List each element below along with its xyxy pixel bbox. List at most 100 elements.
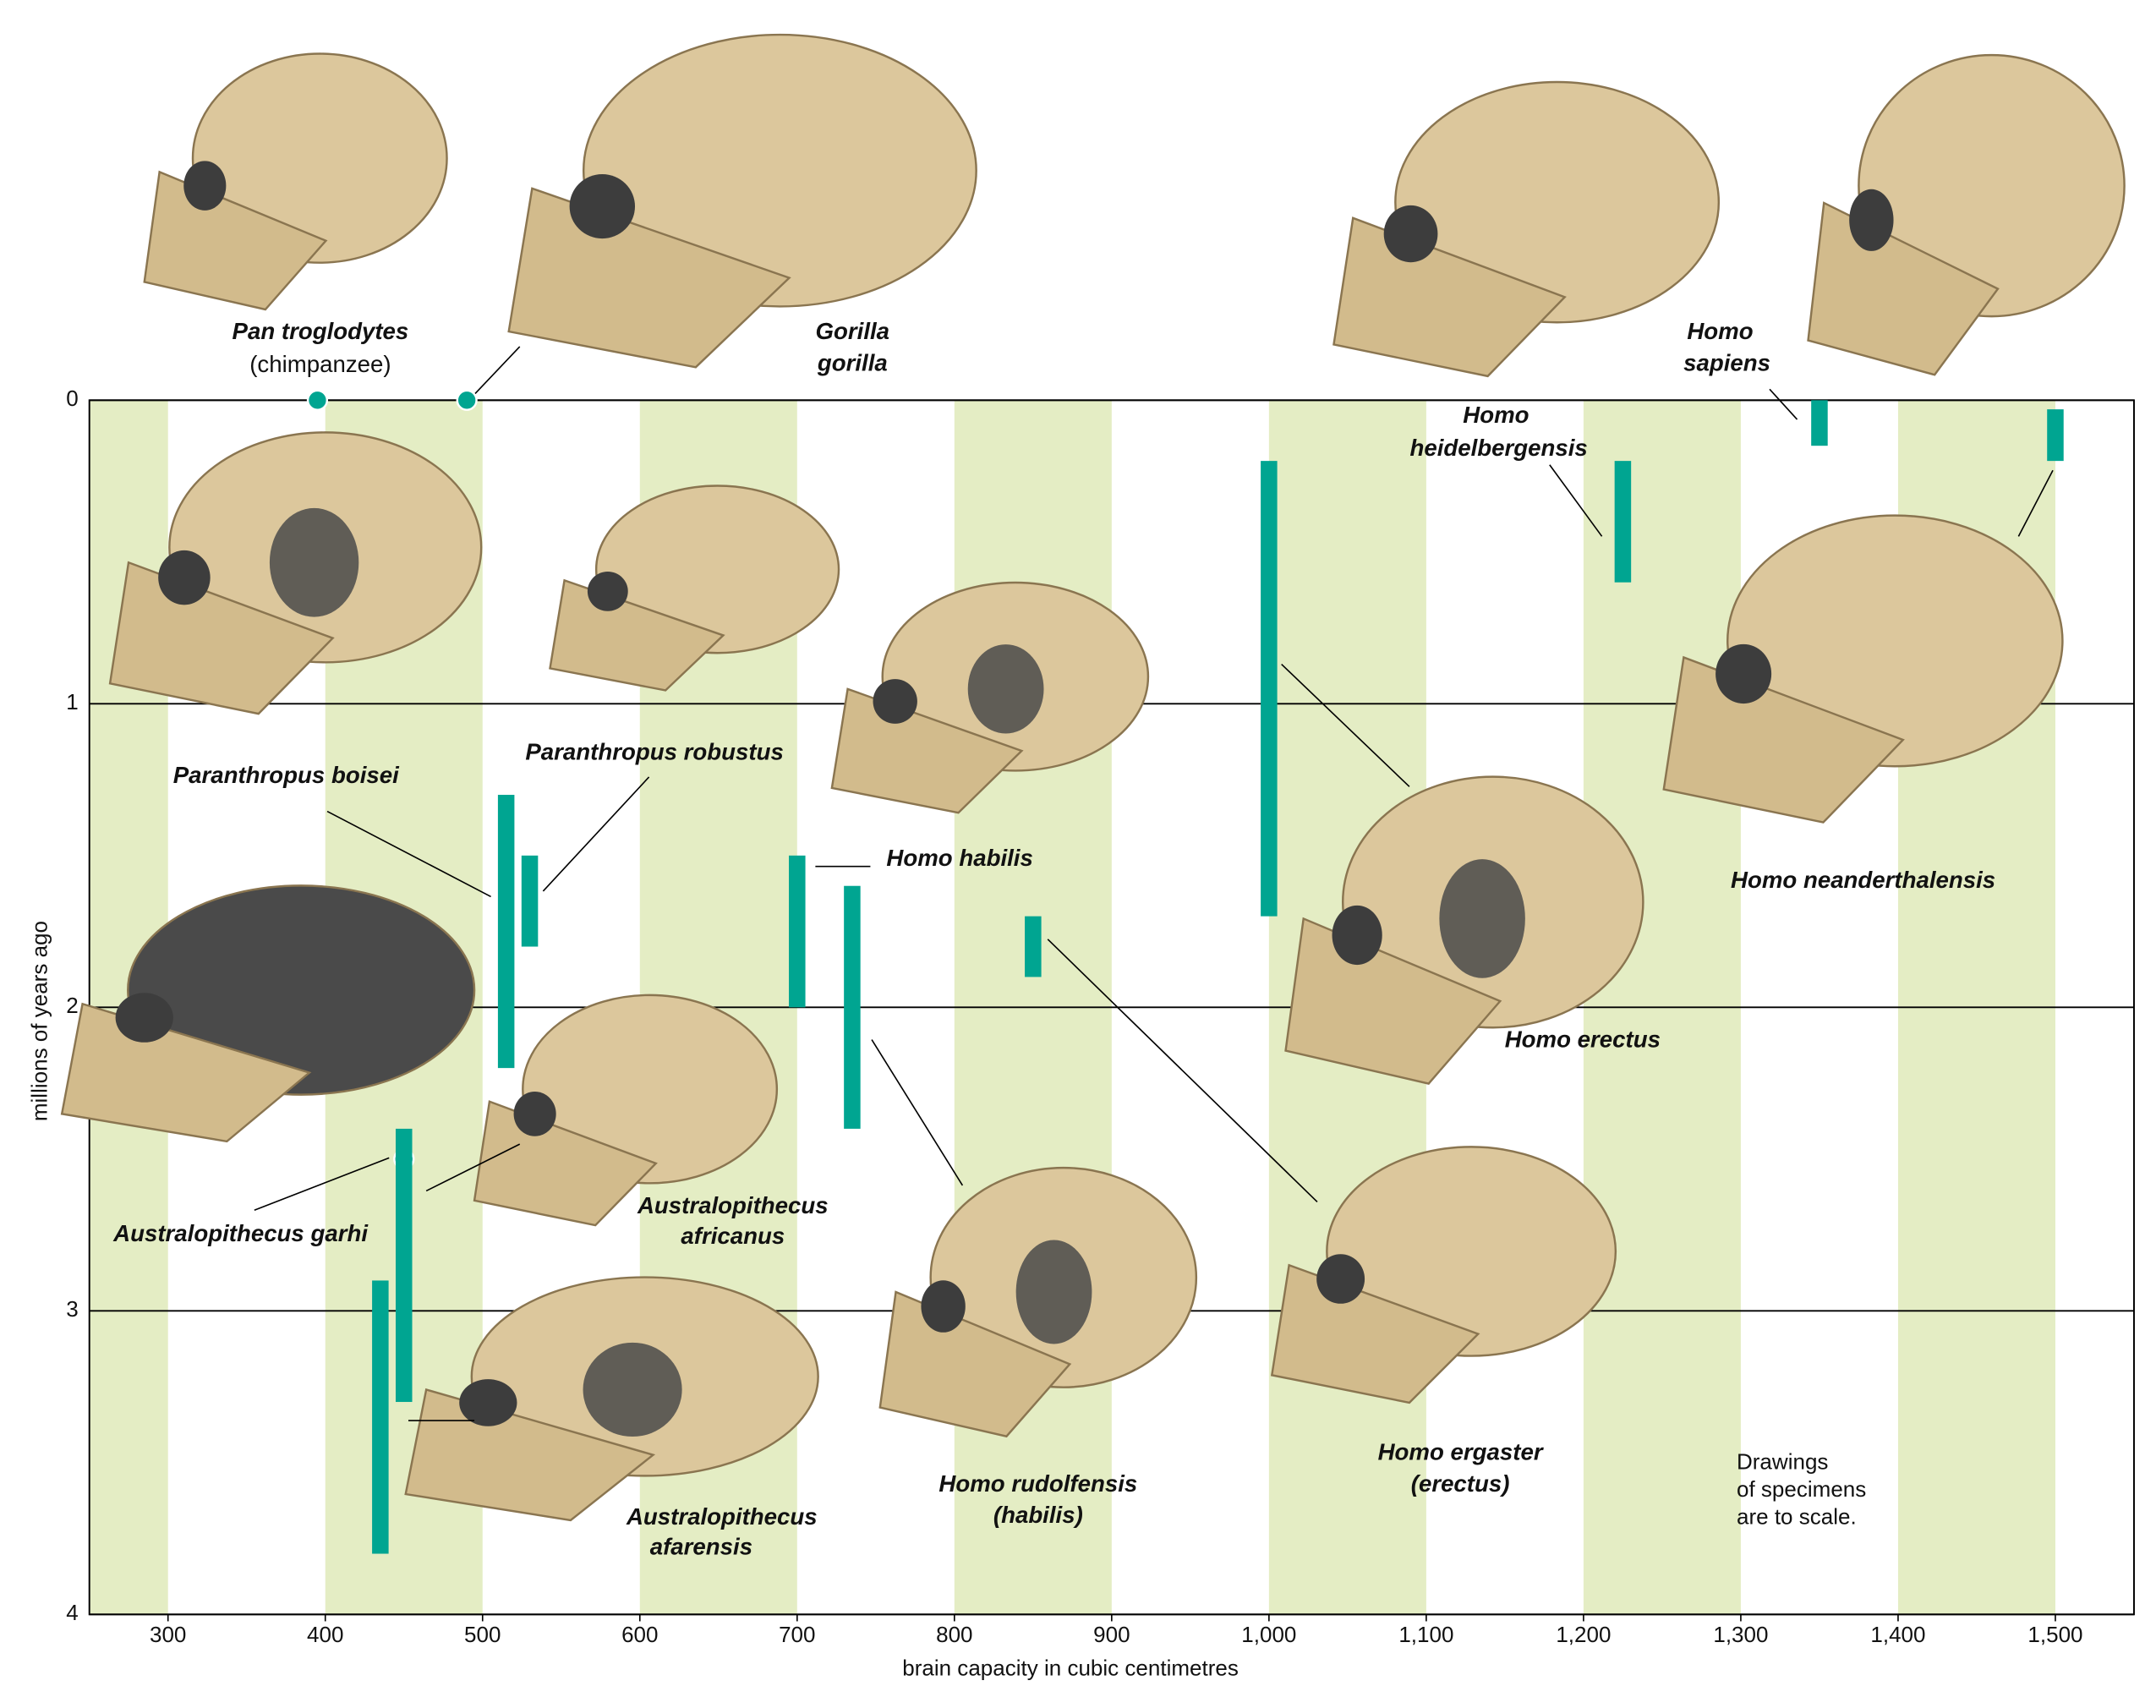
leader-line (1769, 388, 1798, 420)
face (1807, 201, 2000, 376)
x-tick-label: 900 (1093, 1622, 1130, 1647)
reconstruction (967, 644, 1044, 734)
range-bar (497, 795, 515, 1069)
range-bar (1811, 400, 1828, 446)
face (108, 561, 335, 715)
leader-line (2017, 469, 2054, 537)
cranium (1326, 1146, 1617, 1357)
leader-line (1549, 464, 1603, 537)
species-label: Homo neanderthalensis (1731, 867, 1995, 893)
face (549, 578, 725, 692)
note: are to scale. (1737, 1503, 1857, 1529)
cranium (1726, 514, 2064, 768)
point (306, 389, 329, 411)
note: Drawings (1737, 1448, 1828, 1474)
x-tick-label: 500 (464, 1622, 501, 1647)
skull-drawing (473, 994, 779, 1227)
skull-drawing (143, 52, 448, 311)
leader-line (871, 1039, 964, 1186)
species-label: Australopithecus (637, 1192, 829, 1218)
orbit (587, 571, 628, 611)
face (1284, 917, 1502, 1085)
skull-drawing (878, 1166, 1198, 1438)
face (507, 187, 791, 369)
cranium (1394, 80, 1721, 324)
y-tick-label: 0 (66, 386, 78, 411)
leader-line (326, 810, 491, 898)
orbit (513, 1092, 556, 1136)
leader-line (254, 1157, 390, 1211)
range-bar (2047, 409, 2064, 462)
orbit (115, 993, 173, 1043)
face (404, 1388, 656, 1522)
x-tick-label: 1,500 (2027, 1622, 2082, 1647)
x-tick-label: 1,400 (1870, 1622, 1925, 1647)
species-label: Homo (1463, 402, 1529, 428)
skull-drawing (404, 1276, 819, 1522)
x-tick-label: 1,100 (1398, 1622, 1453, 1647)
orbit (1332, 905, 1382, 966)
orbit (1715, 643, 1772, 704)
skull-drawing (549, 484, 840, 692)
leader-line (542, 776, 650, 892)
range-bar (1614, 461, 1632, 583)
species-label: Homo erectus (1505, 1026, 1661, 1052)
orbit (873, 679, 917, 724)
range-bar (395, 1128, 413, 1403)
leader-line (1047, 939, 1318, 1203)
point (456, 389, 478, 411)
y-tick-label: 3 (66, 1296, 78, 1322)
skull-drawing (1332, 80, 1721, 378)
skull-drawing (830, 581, 1150, 814)
reconstruction (269, 507, 359, 617)
skull-drawing (1270, 1146, 1617, 1404)
skull-drawing (507, 33, 977, 369)
species-label: Australopithecus (626, 1503, 818, 1530)
x-tick-label: 300 (150, 1622, 186, 1647)
species-label: sapiens (1683, 349, 1770, 375)
skull-drawing (60, 884, 476, 1143)
x-axis-title: brain capacity in cubic centimetres (902, 1655, 1239, 1680)
skull-drawing (1807, 53, 2126, 376)
leader-line (1281, 663, 1410, 787)
species-label: (erectus) (1411, 1470, 1510, 1497)
range-bar (789, 855, 806, 1008)
y-tick-label: 2 (66, 993, 78, 1018)
species-label: Gorilla (816, 318, 890, 344)
orbit (459, 1379, 517, 1426)
species-label: Paranthropus robustus (525, 739, 783, 765)
face (60, 1002, 312, 1143)
face (143, 170, 328, 311)
range-bar (521, 855, 539, 947)
orbit (1849, 189, 1894, 251)
orbit (183, 161, 227, 211)
y-axis-title: millions of years ago (27, 921, 52, 1121)
cranium (522, 994, 779, 1185)
orbit (1383, 205, 1438, 263)
x-tick-label: 1,000 (1241, 1622, 1296, 1647)
reconstruction (1439, 859, 1525, 978)
orbit (158, 550, 211, 605)
face (473, 1100, 658, 1227)
skull-drawing (1284, 775, 1644, 1085)
note: of specimens (1737, 1476, 1866, 1502)
species-label: Australopithecus garhi (112, 1220, 369, 1246)
reconstruction (583, 1342, 682, 1437)
species-label: gorilla (817, 349, 888, 375)
face (1270, 1263, 1480, 1404)
leader-line (468, 346, 521, 401)
orbit (921, 1280, 966, 1333)
cranium (127, 884, 476, 1096)
x-tick-label: 400 (307, 1622, 343, 1647)
range-bar (372, 1280, 389, 1554)
x-tick-label: 1,200 (1556, 1622, 1611, 1647)
orbit (569, 173, 636, 239)
species-label: (chimpanzee) (249, 351, 391, 377)
species-label: Homo ergaster (1378, 1438, 1544, 1464)
face (878, 1290, 1072, 1438)
skull-drawing (1662, 514, 2064, 824)
skull-drawing (108, 431, 483, 715)
species-label: Homo rudolfensis (938, 1470, 1137, 1497)
